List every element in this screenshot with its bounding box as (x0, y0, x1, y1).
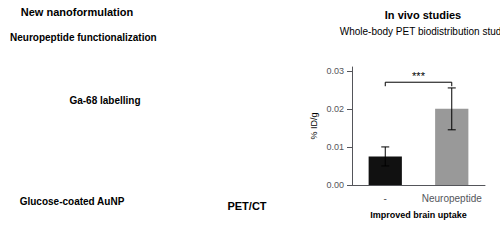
svg-text:-: - (384, 193, 387, 204)
svg-text:***: *** (412, 70, 426, 82)
svg-text:0.03: 0.03 (326, 66, 344, 76)
svg-text:Ga-68 labelling: Ga-68 labelling (69, 95, 140, 106)
svg-text:% ID/g: % ID/g (309, 112, 319, 139)
svg-text:PET/CT: PET/CT (227, 200, 266, 212)
svg-text:Neuropeptide: Neuropeptide (422, 193, 482, 204)
svg-text:In vivo studies: In vivo studies (385, 9, 461, 21)
svg-text:Whole-body PET biodistribution: Whole-body PET biodistribution study (340, 26, 500, 37)
svg-text:Improved brain uptake: Improved brain uptake (370, 210, 467, 220)
svg-text:0.02: 0.02 (326, 104, 344, 114)
svg-text:Neuropeptide functionalization: Neuropeptide functionalization (10, 32, 157, 43)
svg-text:0.00: 0.00 (326, 180, 344, 190)
svg-text:New nanoformulation: New nanoformulation (21, 6, 134, 18)
svg-text:0.01: 0.01 (326, 142, 344, 152)
svg-text:Glucose-coated AuNP: Glucose-coated AuNP (20, 196, 125, 207)
